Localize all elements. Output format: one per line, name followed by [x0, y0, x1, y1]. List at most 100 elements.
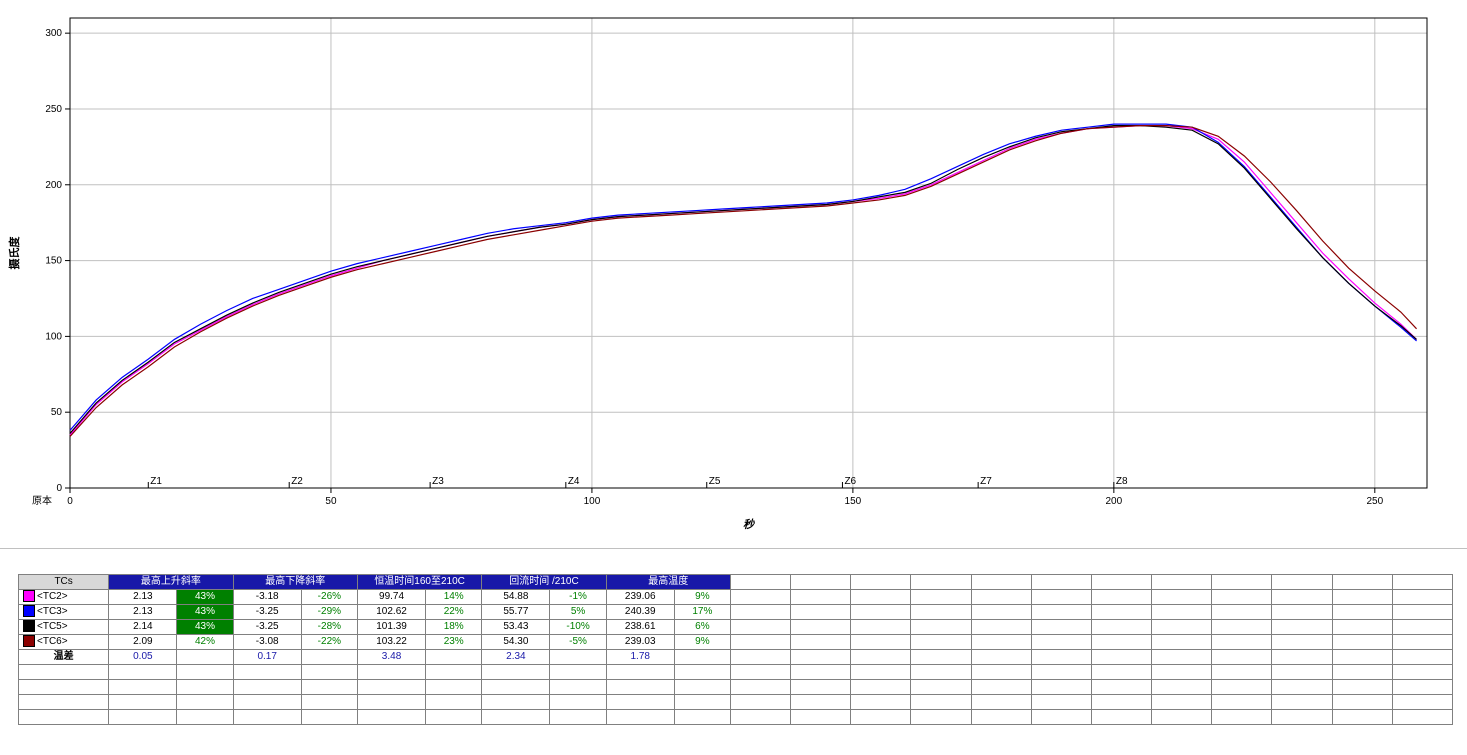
empty-cell	[1212, 605, 1272, 620]
empty-cell	[1212, 650, 1272, 665]
table-row: <TC5>2.1443%-3.25-28%101.3918%53.43-10%2…	[19, 620, 1453, 635]
value-cell: -3.25	[233, 605, 301, 620]
value-cell: 239.06	[606, 590, 674, 605]
value-cell: -3.25	[233, 620, 301, 635]
empty-cell	[1152, 680, 1212, 695]
empty-cell	[1332, 710, 1392, 725]
empty-cell	[1212, 620, 1272, 635]
empty-cell	[851, 680, 911, 695]
value-cell: 2.13	[109, 590, 177, 605]
empty-cell	[1031, 680, 1091, 695]
tc-name-cell: <TC2>	[19, 590, 109, 605]
pct-cell: 17%	[674, 605, 730, 620]
empty-cell	[177, 695, 233, 710]
svg-text:50: 50	[51, 407, 63, 418]
value-cell: 103.22	[357, 635, 425, 650]
svg-text:300: 300	[45, 28, 62, 39]
empty-cell	[1091, 605, 1151, 620]
empty-cell	[851, 650, 911, 665]
empty-cell	[1272, 695, 1332, 710]
value-cell: 2.14	[109, 620, 177, 635]
svg-text:50: 50	[325, 496, 337, 507]
empty-cell	[1031, 635, 1091, 650]
pct-cell: -28%	[301, 620, 357, 635]
empty-cell	[19, 665, 109, 680]
empty-cell	[674, 695, 730, 710]
empty-cell	[1332, 680, 1392, 695]
empty-cell	[851, 710, 911, 725]
empty-cell	[606, 680, 674, 695]
empty-cell	[301, 695, 357, 710]
table-row: <TC3>2.1343%-3.25-29%102.6222%55.775%240…	[19, 605, 1453, 620]
col-header-empty	[1332, 575, 1392, 590]
pct-cell: 6%	[674, 620, 730, 635]
empty-cell	[911, 605, 971, 620]
value-cell: 53.43	[482, 620, 550, 635]
table-row: <TC6>2.0942%-3.08-22%103.2223%54.30-5%23…	[19, 635, 1453, 650]
pct-cell: -10%	[550, 620, 606, 635]
empty-row	[19, 710, 1453, 725]
value-cell: 240.39	[606, 605, 674, 620]
empty-cell	[674, 680, 730, 695]
value-cell: 55.77	[482, 605, 550, 620]
empty-cell	[1332, 665, 1392, 680]
pct-cell: -26%	[301, 590, 357, 605]
series-swatch	[23, 590, 35, 602]
delta-value: 3.48	[357, 650, 425, 665]
empty-cell	[791, 710, 851, 725]
empty-cell	[1392, 665, 1452, 680]
empty-cell	[674, 710, 730, 725]
col-header-empty	[1091, 575, 1151, 590]
svg-text:Z6: Z6	[844, 476, 856, 487]
col-header-empty	[1031, 575, 1091, 590]
empty-cell	[233, 695, 301, 710]
pct-cell: -1%	[550, 590, 606, 605]
empty-cell	[1332, 695, 1392, 710]
empty-cell	[971, 635, 1031, 650]
empty-cell	[606, 665, 674, 680]
empty-cell	[1152, 665, 1212, 680]
empty-cell	[911, 650, 971, 665]
empty-cell	[357, 680, 425, 695]
empty-cell	[1392, 710, 1452, 725]
empty-cell	[482, 695, 550, 710]
empty-cell	[1392, 635, 1452, 650]
col-header-0: 最高上升斜率	[109, 575, 233, 590]
empty-cell	[730, 635, 790, 650]
svg-text:150: 150	[845, 496, 862, 507]
svg-text:秒: 秒	[743, 518, 755, 531]
col-header-empty	[791, 575, 851, 590]
svg-text:200: 200	[45, 180, 62, 191]
tc-label: <TC6>	[37, 636, 68, 647]
empty-cell	[791, 665, 851, 680]
empty-cell	[1031, 695, 1091, 710]
empty-cell	[1272, 650, 1332, 665]
empty-cell	[971, 680, 1031, 695]
empty-cell	[791, 620, 851, 635]
temperature-chart: 050100150200250050100150200250300Z1Z2Z3Z…	[0, 0, 1467, 548]
pct-cell: 43%	[177, 620, 233, 635]
empty-cell	[19, 680, 109, 695]
empty-cell	[19, 710, 109, 725]
delta-value: 2.34	[482, 650, 550, 665]
empty-cell	[357, 665, 425, 680]
svg-text:0: 0	[67, 496, 73, 507]
col-header-empty	[1212, 575, 1272, 590]
empty-cell	[1152, 695, 1212, 710]
delta-value: 0.17	[233, 650, 301, 665]
empty-cell	[1212, 695, 1272, 710]
col-header-empty	[1392, 575, 1452, 590]
empty-cell	[971, 695, 1031, 710]
col-header-tcs: TCs	[19, 575, 109, 590]
pct-cell: 22%	[426, 605, 482, 620]
empty-cell	[1212, 710, 1272, 725]
empty-cell	[550, 710, 606, 725]
svg-text:200: 200	[1106, 496, 1123, 507]
empty-cell	[301, 680, 357, 695]
empty-cell	[426, 695, 482, 710]
empty-cell	[851, 695, 911, 710]
empty-cell	[482, 665, 550, 680]
empty-cell	[851, 635, 911, 650]
tc-name-cell: <TC5>	[19, 620, 109, 635]
svg-text:Z2: Z2	[291, 476, 303, 487]
